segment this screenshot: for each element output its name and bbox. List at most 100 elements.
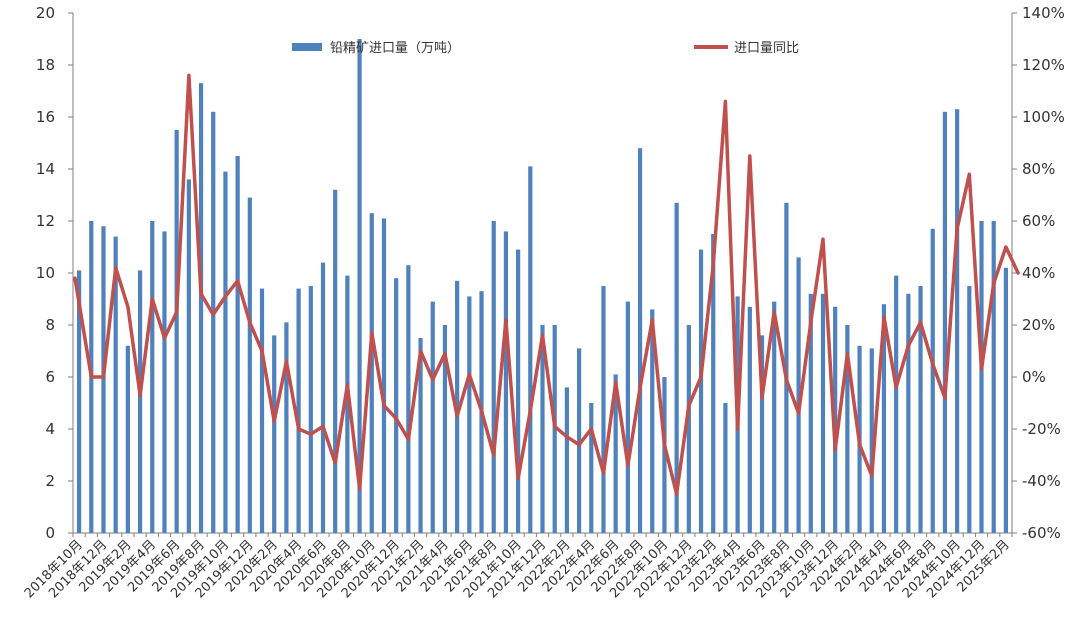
y-left-tick-label: 0 bbox=[45, 524, 55, 542]
bar bbox=[503, 231, 509, 533]
bar bbox=[430, 301, 435, 533]
y-right-tick-label: 60% bbox=[1022, 212, 1055, 230]
bar bbox=[223, 171, 228, 533]
bar bbox=[589, 403, 594, 533]
legend-bar-label: 铅精矿进口量（万吨） bbox=[330, 41, 460, 56]
bar bbox=[942, 111, 948, 534]
y-right-tick-label: 40% bbox=[1022, 264, 1055, 282]
y-left-tick-label: 6 bbox=[45, 368, 55, 386]
bar bbox=[576, 348, 582, 533]
bar bbox=[308, 286, 313, 533]
y-right-tick-label: 140% bbox=[1022, 4, 1065, 22]
bar bbox=[137, 270, 143, 533]
yoy-line bbox=[73, 73, 1020, 496]
bar bbox=[186, 179, 191, 533]
y-right-tick-label: 100% bbox=[1022, 108, 1065, 126]
bar bbox=[455, 280, 460, 533]
line-series bbox=[73, 73, 1020, 496]
y-right-tick-label: -40% bbox=[1022, 472, 1061, 490]
bar bbox=[637, 148, 643, 533]
bar bbox=[394, 278, 399, 533]
y-left-tick-label: 12 bbox=[36, 212, 55, 230]
bar bbox=[174, 130, 179, 533]
bar bbox=[991, 221, 996, 533]
y-left-tick-label: 18 bbox=[36, 56, 55, 74]
bar bbox=[101, 226, 106, 533]
y-left-tick-label: 2 bbox=[45, 472, 55, 490]
bar bbox=[796, 257, 801, 533]
y-left-tick-label: 10 bbox=[36, 264, 55, 282]
bar bbox=[418, 338, 423, 533]
bar bbox=[296, 288, 301, 533]
bar bbox=[869, 348, 874, 533]
bar bbox=[662, 377, 667, 533]
bar bbox=[369, 213, 374, 533]
bar bbox=[711, 234, 716, 533]
bar bbox=[198, 83, 204, 533]
y-right-tick-label: 80% bbox=[1022, 160, 1055, 178]
bar bbox=[284, 322, 289, 533]
bar bbox=[540, 325, 545, 533]
bar bbox=[381, 218, 387, 533]
bar bbox=[247, 197, 252, 533]
bar bbox=[698, 249, 704, 533]
bar bbox=[881, 304, 887, 533]
bar bbox=[918, 286, 923, 533]
bar bbox=[955, 109, 960, 533]
bar bbox=[967, 286, 972, 533]
bar bbox=[333, 189, 338, 534]
bar bbox=[442, 325, 448, 533]
bar bbox=[345, 275, 350, 533]
y-left-tick-label: 8 bbox=[45, 316, 55, 334]
bar bbox=[211, 111, 216, 534]
bar bbox=[235, 156, 240, 533]
y-right-tick-label: 20% bbox=[1022, 316, 1055, 334]
y-left-tick-label: 4 bbox=[45, 420, 55, 438]
bar bbox=[113, 236, 118, 533]
y-right-tick-label: -60% bbox=[1022, 524, 1061, 542]
bar bbox=[759, 335, 765, 533]
y-left-tick-label: 14 bbox=[36, 160, 55, 178]
bar bbox=[845, 325, 850, 533]
legend-bar-swatch bbox=[292, 43, 322, 51]
bar bbox=[930, 228, 935, 534]
bar bbox=[491, 221, 496, 533]
bar bbox=[723, 403, 728, 533]
legend-line-label: 进口量同比 bbox=[734, 41, 799, 56]
bar bbox=[516, 249, 521, 533]
y-right-tick-label: -20% bbox=[1022, 420, 1061, 438]
bar bbox=[467, 296, 472, 533]
bar bbox=[906, 293, 911, 533]
y-right-tick-label: 120% bbox=[1022, 56, 1065, 74]
bar bbox=[784, 202, 789, 534]
bar bbox=[1003, 267, 1009, 533]
bar bbox=[259, 288, 265, 533]
bar bbox=[772, 301, 777, 533]
bar bbox=[406, 265, 411, 533]
bar bbox=[150, 221, 155, 533]
y-left-tick-label: 16 bbox=[36, 108, 55, 126]
bar bbox=[76, 270, 82, 533]
bar bbox=[686, 325, 691, 533]
bar bbox=[674, 202, 679, 534]
bar-series bbox=[76, 39, 1009, 534]
bar bbox=[613, 374, 618, 533]
bar bbox=[894, 275, 899, 533]
bar bbox=[747, 306, 752, 533]
bar bbox=[564, 387, 569, 533]
bar bbox=[357, 39, 362, 533]
bar bbox=[601, 286, 606, 533]
legend: 铅精矿进口量（万吨） 进口量同比 bbox=[292, 41, 799, 56]
y-left-tick-label: 20 bbox=[36, 4, 55, 22]
bar bbox=[650, 309, 655, 533]
bar bbox=[320, 262, 326, 533]
y-right-tick-label: 0% bbox=[1022, 368, 1046, 386]
bar bbox=[808, 293, 813, 533]
bar bbox=[552, 325, 557, 533]
bar bbox=[125, 345, 130, 533]
bar bbox=[162, 231, 167, 533]
bar bbox=[979, 221, 984, 533]
bar bbox=[820, 293, 826, 533]
bar bbox=[528, 166, 533, 533]
